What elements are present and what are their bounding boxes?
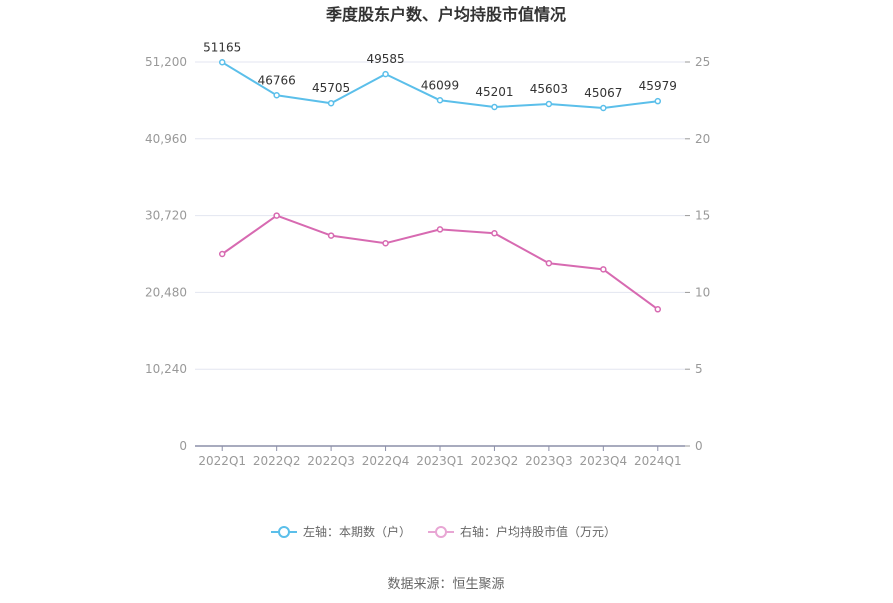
x-tick-label: 2023Q1 — [416, 454, 464, 468]
left-tick-label: 51,200 — [145, 55, 187, 69]
data-point-right — [491, 230, 498, 237]
x-tick-label: 2024Q1 — [634, 454, 682, 468]
x-tick-label: 2022Q2 — [253, 454, 301, 468]
left-tick-label: 20,480 — [145, 285, 187, 299]
chart-title: 季度股东户数、户均持股市值情况 — [325, 5, 566, 24]
data-point-left — [654, 97, 662, 105]
x-tick-label: 2023Q4 — [580, 454, 628, 468]
data-point-right — [600, 266, 607, 273]
right-tick-label: 5 — [695, 362, 703, 376]
legend-marker-left — [278, 526, 290, 538]
x-tick-label: 2022Q4 — [362, 454, 410, 468]
right-tick-label: 25 — [695, 55, 710, 69]
data-label: 51165 — [203, 40, 241, 54]
x-tick-label: 2023Q2 — [471, 454, 519, 468]
data-label: 49585 — [366, 52, 404, 66]
x-tick-label: 2022Q1 — [198, 454, 246, 468]
data-point-right — [436, 226, 444, 233]
data-point-right — [273, 212, 280, 219]
x-axis: 2022Q1 2022Q2 2022Q3 2022Q4 2023Q1 2023Q2 2023… — [195, 445, 685, 468]
right-tick-label: 15 — [695, 209, 710, 223]
right-tick-label: 0 — [695, 439, 703, 453]
series-layer: 51165 46766 45705 49585 46099 45201 45603 45067… — [203, 40, 677, 313]
data-point-left — [327, 99, 335, 107]
left-tick-label: 30,720 — [145, 209, 187, 223]
data-point-left — [491, 103, 498, 111]
data-label: 45603 — [530, 82, 568, 96]
data-point-left — [436, 97, 444, 104]
data-point-right — [218, 250, 226, 258]
data-label: 46766 — [258, 73, 296, 87]
left-tick-label: 40,960 — [145, 132, 187, 146]
legend[interactable]: 左轴：本期数（户） 右轴：户均持股市值（万元） — [271, 524, 616, 539]
left-axis: 0 10,240 20,480 30,720 40,960 51,200 — [145, 55, 187, 453]
data-label: 45979 — [639, 79, 677, 93]
data-point-right — [327, 232, 335, 239]
data-point-left — [218, 59, 226, 66]
legend-label-left: 左轴：本期数（户） — [303, 524, 411, 539]
data-point-left — [382, 70, 389, 78]
left-tick-label: 10,240 — [145, 362, 187, 376]
legend-marker-right — [435, 526, 447, 538]
x-tick-label: 2022Q3 — [307, 454, 355, 468]
data-point-right — [382, 239, 389, 247]
data-point-right — [545, 259, 553, 267]
right-tick-label: 20 — [695, 132, 710, 146]
right-axis: 0 5 10 15 20 25 — [685, 55, 710, 453]
x-tick-label: 2023Q3 — [525, 454, 573, 468]
data-label: 45705 — [312, 81, 350, 95]
data-point-left — [600, 104, 607, 112]
data-point-left — [545, 100, 553, 108]
legend-item-left[interactable]: 左轴：本期数（户） — [271, 524, 411, 539]
data-point-right — [654, 306, 662, 313]
data-label: 45201 — [475, 85, 513, 99]
data-point-left — [273, 92, 280, 99]
legend-label-right: 右轴：户均持股市值（万元） — [460, 524, 616, 539]
data-label: 46099 — [421, 78, 459, 92]
gridlines — [195, 61, 685, 370]
left-tick-label: 0 — [179, 439, 187, 453]
legend-item-right[interactable]: 右轴：户均持股市值（万元） — [428, 524, 616, 539]
right-tick-label: 10 — [695, 285, 710, 299]
data-source: 数据来源：恒生聚源 — [387, 577, 504, 592]
data-label: 45067 — [584, 86, 622, 100]
